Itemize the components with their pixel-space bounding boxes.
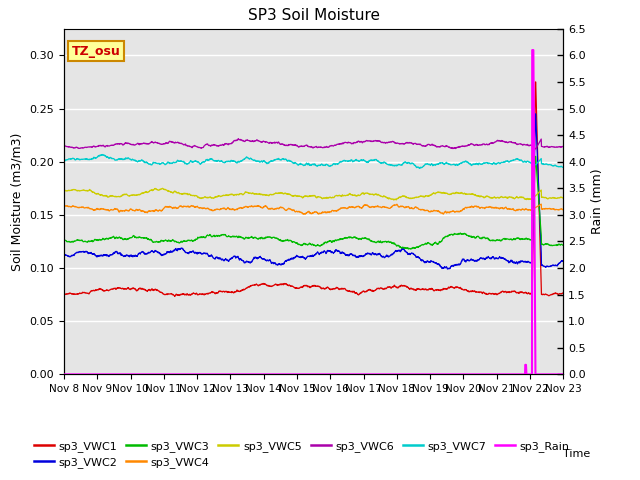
Y-axis label: Soil Moisture (m3/m3): Soil Moisture (m3/m3): [11, 132, 24, 271]
Legend: sp3_VWC1, sp3_VWC2, sp3_VWC3, sp3_VWC4, sp3_VWC5, sp3_VWC6, sp3_VWC7, sp3_Rain: sp3_VWC1, sp3_VWC2, sp3_VWC3, sp3_VWC4, …: [29, 436, 573, 472]
Text: TZ_osu: TZ_osu: [72, 45, 120, 58]
Text: Time: Time: [563, 449, 591, 459]
Y-axis label: Rain (mm): Rain (mm): [591, 169, 604, 234]
Title: SP3 Soil Moisture: SP3 Soil Moisture: [248, 9, 380, 24]
